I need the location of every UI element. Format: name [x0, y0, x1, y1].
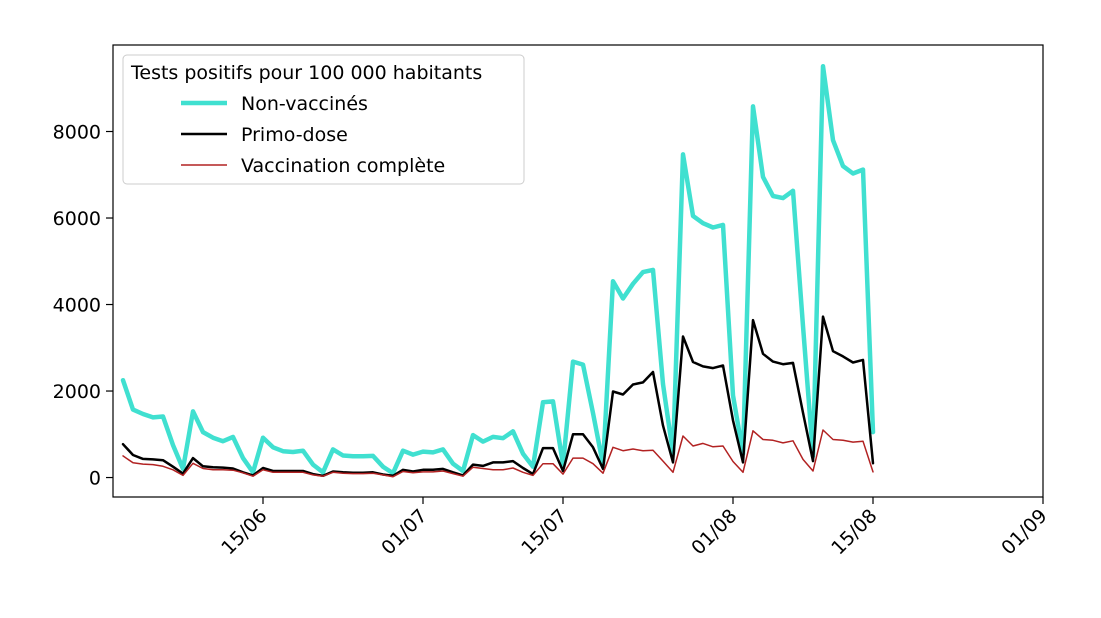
legend-entries: Non-vaccinés Primo-dose Vaccination complè… — [181, 93, 445, 177]
legend-label-3: Vaccination complète — [241, 155, 445, 177]
x-tick-label: 15/06 — [217, 505, 271, 559]
y-tick-label: 2000 — [53, 381, 101, 403]
y-tick-label: 6000 — [53, 208, 101, 230]
y-tick-label: 4000 — [53, 295, 101, 317]
series-layer — [120, 63, 876, 478]
series-line-3 — [122, 429, 874, 478]
plot-frame — [112, 44, 1044, 498]
x-tick-label: 01/08 — [687, 505, 741, 559]
x-tick-label: 15/08 — [827, 505, 881, 559]
y-tick-label: 0 — [89, 468, 101, 490]
x-tick-label: 01/07 — [377, 505, 431, 559]
y-tick-label: 8000 — [53, 122, 101, 144]
legend-title: Tests positifs pour 100 000 habitants — [130, 62, 482, 84]
legend: Tests positifs pour 100 000 habitants No… — [122, 54, 525, 185]
x-tick-label: 01/09 — [997, 505, 1051, 559]
legend-box — [122, 54, 525, 185]
legend-label-1: Non-vaccinés — [241, 93, 368, 115]
x-tick-label: 15/07 — [517, 505, 571, 559]
series-line-1 — [120, 63, 876, 476]
legend-label-2: Primo-dose — [241, 124, 348, 146]
